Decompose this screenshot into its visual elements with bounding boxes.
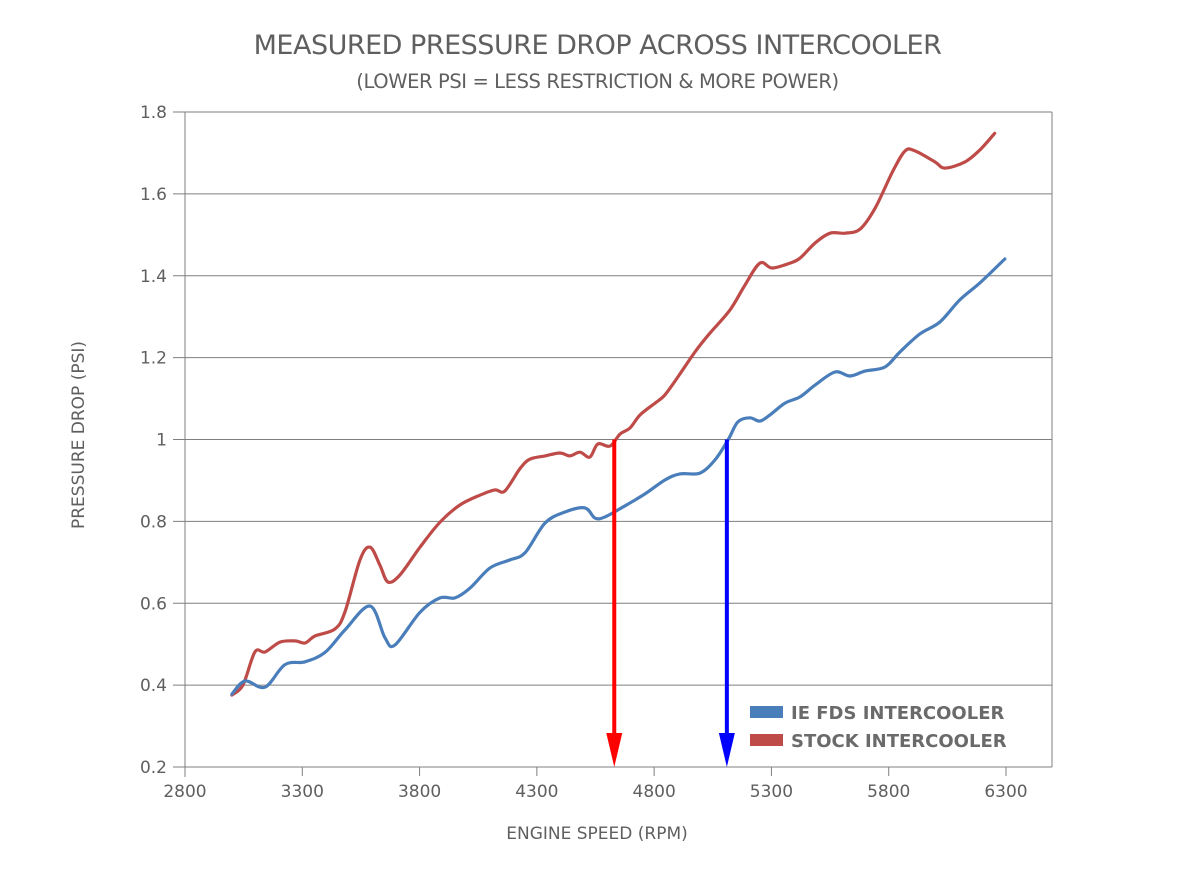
y-tick-label: 1.6 (140, 185, 167, 205)
x-tick-label: 3800 (398, 782, 441, 802)
x-axis-ticks: 2800 3300 3800 4300 4800 5300 5800 6300 (163, 767, 1028, 802)
chart-title: MEASURED PRESSURE DROP ACROSS INTERCOOLE… (253, 30, 942, 61)
legend-label-stock: STOCK INTERCOOLER (791, 731, 1007, 752)
axes (184, 112, 1053, 777)
y-tick-label: 0.8 (140, 512, 167, 532)
y-tick-label: 1.4 (140, 267, 167, 287)
x-axis-title: ENGINE SPEED (RPM) (506, 824, 688, 844)
y-axis-title: PRESSURE DROP (PSI) (69, 341, 89, 529)
chart-subtitle: (LOWER PSI = LESS RESTRICTION & MORE POW… (356, 70, 839, 93)
series-line-ie-fds-intercooler (230, 257, 1007, 696)
y-tick-label: 0.4 (140, 676, 167, 696)
fds-1psi-marker-arrow-head (718, 733, 735, 767)
x-tick-label: 5800 (867, 782, 910, 802)
stock-1psi-marker-arrow-head (606, 733, 623, 767)
x-tick-label: 3300 (281, 782, 324, 802)
x-tick-label: 4300 (515, 782, 558, 802)
x-tick-label: 4800 (633, 782, 676, 802)
legend-label-ie-fds: IE FDS INTERCOOLER (791, 703, 1005, 724)
y-axis-ticks: 0.2 0.4 0.6 0.8 1 1.2 1.4 1.6 1.8 (140, 103, 167, 778)
x-tick-label: 6300 (984, 782, 1027, 802)
legend-swatch-ie-fds (750, 706, 783, 718)
x-tick-label: 2800 (163, 782, 206, 802)
series-group (230, 131, 1007, 697)
annotation-group (606, 439, 735, 767)
y-tick-label: 1.2 (140, 349, 167, 369)
stock-1psi-marker-arrow (606, 439, 623, 767)
y-tick-label: 0.2 (140, 758, 167, 778)
y-tick-label: 0.6 (140, 594, 167, 614)
fds-1psi-marker-arrow (718, 439, 735, 767)
legend: IE FDS INTERCOOLER STOCK INTERCOOLER (750, 703, 1007, 752)
legend-swatch-stock (750, 734, 783, 746)
y-tick-label: 1 (156, 431, 167, 451)
x-tick-label: 5300 (750, 782, 793, 802)
y-tick-label: 1.8 (140, 103, 167, 123)
series-line-stock-intercooler (230, 131, 997, 697)
